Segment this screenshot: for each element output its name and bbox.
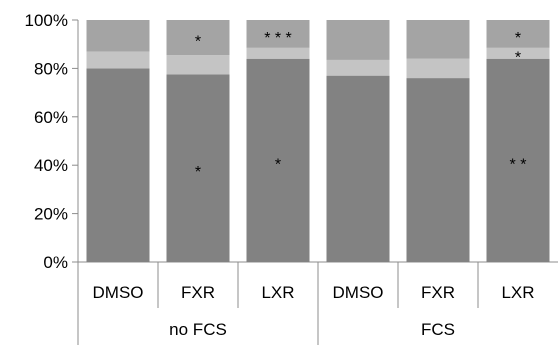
significance-asterisk: * bbox=[275, 156, 281, 173]
category-label: FXR bbox=[181, 283, 215, 302]
significance-asterisk: * * * bbox=[264, 30, 292, 47]
y-tick-label: 60% bbox=[34, 108, 68, 127]
annotations: * * * * * * * * * * bbox=[195, 30, 527, 181]
y-tick-label: 80% bbox=[34, 59, 68, 78]
bar-segment bbox=[326, 59, 390, 76]
bar-segment bbox=[486, 58, 550, 262]
labels: 0% 20% 40% 60% 80% 100% DMSO FXR LXR DMSO FXR LXR no… bbox=[25, 11, 535, 339]
group-label: no FCS bbox=[169, 320, 227, 339]
significance-asterisk: * bbox=[515, 49, 521, 66]
significance-asterisk: * * bbox=[510, 156, 527, 173]
y-tick-label: 100% bbox=[25, 11, 68, 30]
bar-segment bbox=[246, 47, 310, 59]
bar-segment bbox=[406, 78, 470, 262]
bar-segment bbox=[86, 68, 150, 263]
category-label: LXR bbox=[261, 283, 294, 302]
bar-segment bbox=[86, 51, 150, 69]
y-tick-label: 0% bbox=[43, 253, 68, 272]
y-tick-label: 40% bbox=[34, 156, 68, 175]
bar-segment bbox=[166, 20, 230, 56]
bar-segment bbox=[246, 58, 310, 262]
category-label: LXR bbox=[501, 283, 534, 302]
significance-asterisk: * bbox=[195, 34, 201, 51]
group-label: FCS bbox=[421, 320, 455, 339]
bar-segment bbox=[246, 20, 310, 48]
bar-segment bbox=[166, 55, 230, 75]
bar-segment bbox=[406, 58, 470, 79]
category-label: FXR bbox=[421, 283, 455, 302]
bar-segment bbox=[486, 47, 550, 59]
category-label: DMSO bbox=[333, 283, 384, 302]
bars bbox=[86, 20, 550, 263]
bar-segment bbox=[326, 20, 390, 60]
bar-segment bbox=[166, 74, 230, 262]
significance-asterisk: * bbox=[195, 164, 201, 181]
bar-segment bbox=[486, 20, 550, 48]
bar-segment bbox=[406, 20, 470, 59]
bar-segment bbox=[86, 20, 150, 52]
axes bbox=[72, 19, 558, 345]
bar-segment bbox=[326, 75, 390, 262]
y-tick-label: 20% bbox=[34, 205, 68, 224]
significance-asterisk: * bbox=[515, 30, 521, 47]
category-label: DMSO bbox=[93, 283, 144, 302]
